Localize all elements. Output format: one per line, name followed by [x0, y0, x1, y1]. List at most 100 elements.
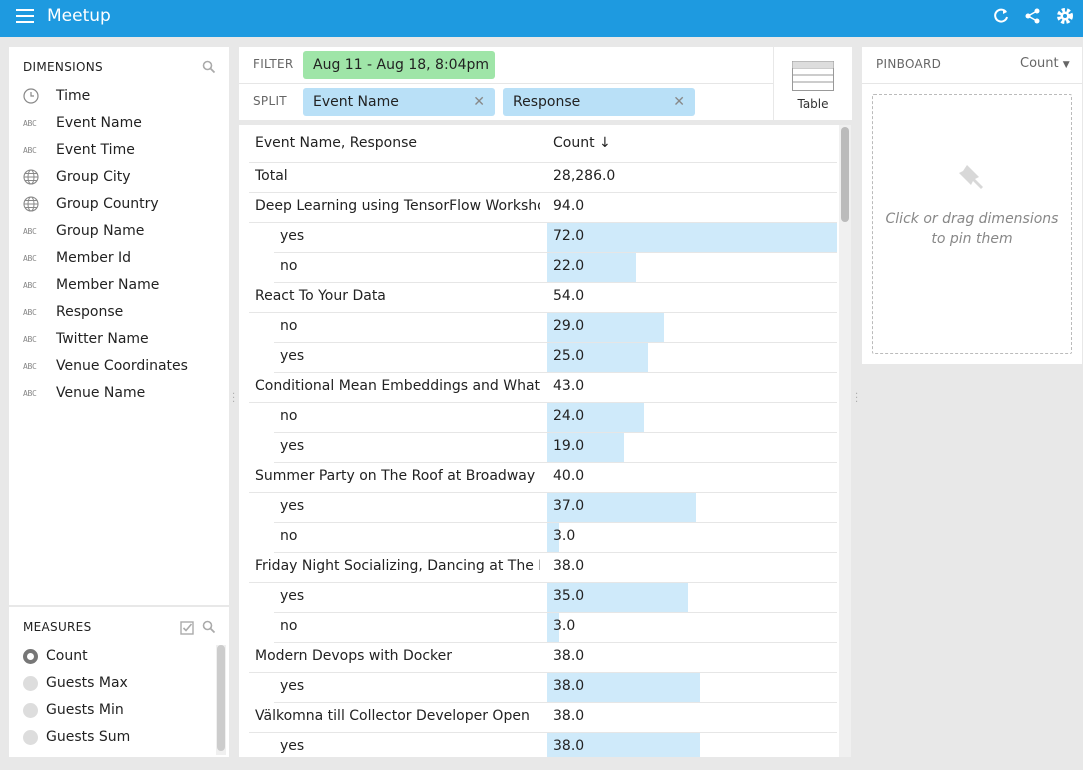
scrollbar-thumb[interactable]	[841, 127, 849, 222]
column-header-count-label: Count	[553, 135, 595, 151]
row-label: Summer Party on The Roof at Broadway Hou…	[255, 468, 540, 484]
value-bar	[547, 253, 636, 282]
refresh-icon[interactable]	[991, 6, 1011, 26]
table-row[interactable]: Välkomna till Collector Developer Open 38…	[249, 703, 837, 733]
menu-icon[interactable]	[16, 9, 34, 23]
dimension-item-member-id[interactable]: ABC Member Id	[23, 247, 131, 269]
dimension-item-venue-coordinates[interactable]: ABC Venue Coordinates	[23, 355, 188, 377]
measures-scrollbar[interactable]	[216, 645, 226, 755]
pinboard-drop-zone[interactable]: Click or drag dimensions to pin them	[872, 94, 1072, 354]
table-row[interactable]: yes 37.0	[274, 493, 837, 523]
dimension-label: Venue Coordinates	[56, 358, 188, 374]
dimension-label: Twitter Name	[56, 331, 149, 347]
dimension-label: Member Id	[56, 250, 132, 266]
table-row[interactable]: React To Your Data 54.0	[249, 283, 837, 313]
table-row[interactable]: Conditional Mean Embeddings and What Dee…	[249, 373, 837, 403]
radio-selected[interactable]	[23, 648, 38, 664]
dimension-item-group-country[interactable]: Group Country	[23, 193, 159, 215]
abc-icon: ABC	[23, 118, 37, 128]
app-title: Meetup	[47, 6, 111, 26]
filter-pill-label: Aug 11 - Aug 18, 8:04pm	[313, 57, 490, 73]
table-row[interactable]: Summer Party on The Roof at Broadway Hou…	[249, 463, 837, 493]
measure-item-count[interactable]: Count	[23, 645, 88, 667]
row-label: React To Your Data	[255, 288, 386, 304]
dimension-item-group-name[interactable]: ABC Group Name	[23, 220, 144, 242]
measures-title: Measures	[23, 620, 92, 634]
dimension-item-time[interactable]: Time	[23, 85, 90, 107]
abc-icon: ABC	[23, 307, 37, 317]
dimension-item-group-city[interactable]: Group City	[23, 166, 131, 188]
search-icon[interactable]	[202, 620, 216, 634]
table-row[interactable]: yes 38.0	[274, 673, 837, 703]
row-value: 35.0	[553, 588, 585, 604]
row-label: yes	[280, 738, 305, 754]
table-row[interactable]: no 3.0	[274, 523, 837, 553]
radio[interactable]	[23, 729, 38, 745]
dimension-item-event-time[interactable]: ABC Event Time	[23, 139, 135, 161]
table-row[interactable]: yes 72.0	[274, 223, 837, 253]
drag-handle[interactable]: · · ·	[232, 389, 236, 408]
value-bar	[547, 493, 696, 522]
table-row[interactable]: Friday Night Socializing, Dancing at The…	[249, 553, 837, 583]
viz-label: Table	[797, 97, 829, 111]
table-row[interactable]: Deep Learning using TensorFlow Workshop 9…	[249, 193, 837, 223]
row-value: 25.0	[553, 348, 585, 364]
row-value: 3.0	[553, 528, 576, 544]
row-label: yes	[280, 498, 305, 514]
viz-selector[interactable]: Table	[774, 47, 852, 120]
table-scrollbar[interactable]	[839, 125, 851, 757]
share-icon[interactable]	[1023, 6, 1043, 26]
row-value: 29.0	[553, 318, 585, 334]
measure-item-guests-min[interactable]: Guests Min	[23, 699, 124, 721]
radio[interactable]	[23, 702, 38, 718]
measure-item-guests-sum[interactable]: Guests Sum	[23, 726, 130, 748]
measure-item-guests-max[interactable]: Guests Max	[23, 672, 128, 694]
pinboard-measure-dropdown[interactable]: Count ▼	[1020, 56, 1070, 71]
checklist-icon[interactable]	[180, 620, 195, 635]
table-row[interactable]: yes 25.0	[274, 343, 837, 373]
row-value: 38.0	[553, 678, 585, 694]
drag-handle[interactable]: · · ·	[855, 389, 859, 408]
table-row[interactable]: yes 35.0	[274, 583, 837, 613]
dimension-item-event-name[interactable]: ABC Event Name	[23, 112, 142, 134]
dimension-item-member-name[interactable]: ABC Member Name	[23, 274, 159, 296]
row-label: no	[280, 528, 298, 544]
split-pill-event-name[interactable]: Event Name ✕	[303, 88, 495, 116]
dimension-item-response[interactable]: ABC Response	[23, 301, 123, 323]
table-icon	[792, 61, 834, 91]
table-row[interactable]: no 24.0	[274, 403, 837, 433]
column-header-count[interactable]: Count ↓	[553, 135, 611, 151]
gear-icon[interactable]	[1055, 6, 1075, 26]
close-icon[interactable]: ✕	[473, 94, 485, 110]
row-value: 37.0	[553, 498, 585, 514]
table-row[interactable]: Total 28,286.0	[249, 163, 837, 193]
dimension-label: Event Name	[56, 115, 142, 131]
radio[interactable]	[23, 675, 38, 691]
row-label: no	[280, 258, 298, 274]
close-icon[interactable]: ✕	[673, 94, 685, 110]
table-row[interactable]: no 3.0	[274, 613, 837, 643]
table-row[interactable]: yes 19.0	[274, 433, 837, 463]
table-row[interactable]: no 29.0	[274, 313, 837, 343]
table-row[interactable]: Modern Devops with Docker 38.0	[249, 643, 837, 673]
measure-label: Guests Min	[46, 702, 124, 718]
filter-pill[interactable]: Aug 11 - Aug 18, 8:04pm	[303, 51, 495, 79]
split-pill-response[interactable]: Response ✕	[503, 88, 695, 116]
dimension-item-venue-name[interactable]: ABC Venue Name	[23, 382, 145, 404]
table-row[interactable]: yes 38.0	[274, 733, 837, 757]
table-row[interactable]: no 22.0	[274, 253, 837, 283]
abc-icon: ABC	[23, 145, 37, 155]
row-label: Conditional Mean Embeddings and What Dee…	[255, 378, 540, 394]
dimensions-title: Dimensions	[23, 60, 103, 74]
search-icon[interactable]	[202, 60, 216, 74]
dimension-label: Group Name	[56, 223, 145, 239]
abc-icon: ABC	[23, 280, 37, 290]
measure-label: Guests Max	[46, 675, 128, 691]
row-value: 38.0	[553, 708, 585, 724]
pinboard-panel: Pinboard Count ▼ Click or drag dimension…	[862, 47, 1082, 364]
dimension-item-twitter-name[interactable]: ABC Twitter Name	[23, 328, 149, 350]
row-label: Friday Night Socializing, Dancing at The…	[255, 558, 540, 574]
column-header-name[interactable]: Event Name, Response	[255, 135, 417, 151]
chevron-down-icon: ▼	[1062, 60, 1070, 70]
value-bar	[547, 733, 700, 757]
